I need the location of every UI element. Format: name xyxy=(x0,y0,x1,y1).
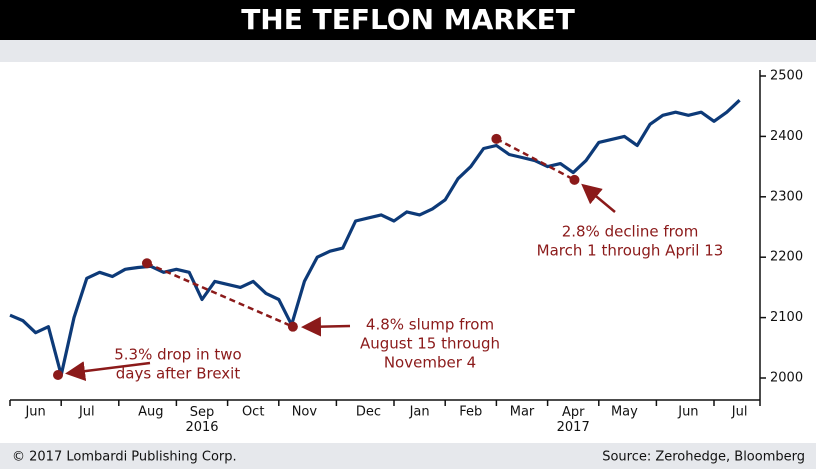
y-tick-label: 2400 xyxy=(770,129,803,144)
annotation-text: 4.8% slump from xyxy=(366,316,494,334)
annotation-text: 5.3% drop in two xyxy=(114,346,241,364)
dashed-trend xyxy=(495,137,576,181)
annotation-text: August 15 through xyxy=(360,335,500,353)
y-tick-label: 2000 xyxy=(770,371,803,386)
y-tick-label: 2300 xyxy=(770,189,803,204)
y-tick-label: 2500 xyxy=(770,69,803,84)
chart-title: THE TEFLON MARKET xyxy=(241,3,575,36)
annotation-arrow xyxy=(301,316,351,337)
x-tick-label: Jul xyxy=(731,405,748,420)
x-tick-label: Jan xyxy=(409,405,430,420)
x-tick-label: Jul xyxy=(78,405,95,420)
footer-right: Source: Zerohedge, Bloomberg xyxy=(602,450,805,465)
x-tick-label: Feb xyxy=(459,405,482,420)
x-tick-label: Jun xyxy=(677,405,698,420)
annotation-arrow xyxy=(581,183,616,213)
x-tick-label: Aug xyxy=(138,405,163,420)
annotation-point xyxy=(491,133,502,144)
band xyxy=(0,40,816,62)
x-tick-label: Dec xyxy=(356,405,381,420)
annotation-text: March 1 through April 13 xyxy=(537,242,724,260)
title-bar xyxy=(0,0,816,40)
dashed-trend xyxy=(146,262,294,328)
line-series xyxy=(9,99,741,377)
annotation-point xyxy=(569,174,580,185)
x-tick-label: Mar xyxy=(510,405,535,420)
x-tick-label: Sep 2016 xyxy=(185,405,218,435)
footer xyxy=(0,443,816,469)
annotation-text: 2.8% decline from xyxy=(562,223,699,241)
annotation-point xyxy=(141,258,152,269)
y-tick-label: 2200 xyxy=(770,250,803,265)
annotation-text: November 4 xyxy=(384,354,476,372)
annotation-point xyxy=(287,321,298,332)
x-tick-label: Apr 2017 xyxy=(557,405,590,435)
footer-left: © 2017 Lombardi Publishing Corp. xyxy=(12,450,237,465)
x-tick-label: Nov xyxy=(292,405,318,420)
y-tick-label: 2100 xyxy=(770,310,803,325)
x-tick-label: Jun xyxy=(24,405,45,420)
x-tick-label: Oct xyxy=(242,405,264,420)
x-tick-label: May xyxy=(611,405,638,420)
annotation-text: days after Brexit xyxy=(116,365,241,383)
annotation-point xyxy=(53,369,63,380)
annotation-arrow xyxy=(65,361,151,382)
